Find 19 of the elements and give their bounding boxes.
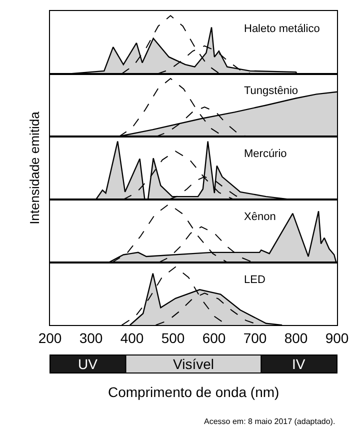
category-label: Visível xyxy=(173,356,214,372)
x-tick-label: 800 xyxy=(284,330,308,346)
text: Mercúrio xyxy=(244,148,287,160)
x-tick-label: 600 xyxy=(202,330,226,346)
text: Haleto metálico xyxy=(244,23,320,35)
x-tick-label: 200 xyxy=(38,330,62,346)
x-tick-label: 500 xyxy=(161,330,185,346)
x-tick-label: 900 xyxy=(325,330,349,346)
text: Tungstênio xyxy=(244,85,298,97)
category-label: IV xyxy=(292,356,306,372)
text: Xênon xyxy=(244,211,276,223)
x-tick-label: 400 xyxy=(120,330,144,346)
category-label: UV xyxy=(78,356,98,372)
y-axis-title: Intensidade emitida xyxy=(26,110,42,224)
text: LED xyxy=(244,274,266,286)
x-tick-label: 300 xyxy=(79,330,103,346)
text: Acesso em: 8 maio 2017 (adaptado). xyxy=(204,417,336,426)
x-tick-label: 700 xyxy=(243,330,267,346)
x-axis-title: Comprimento de onda (nm) xyxy=(108,384,280,400)
